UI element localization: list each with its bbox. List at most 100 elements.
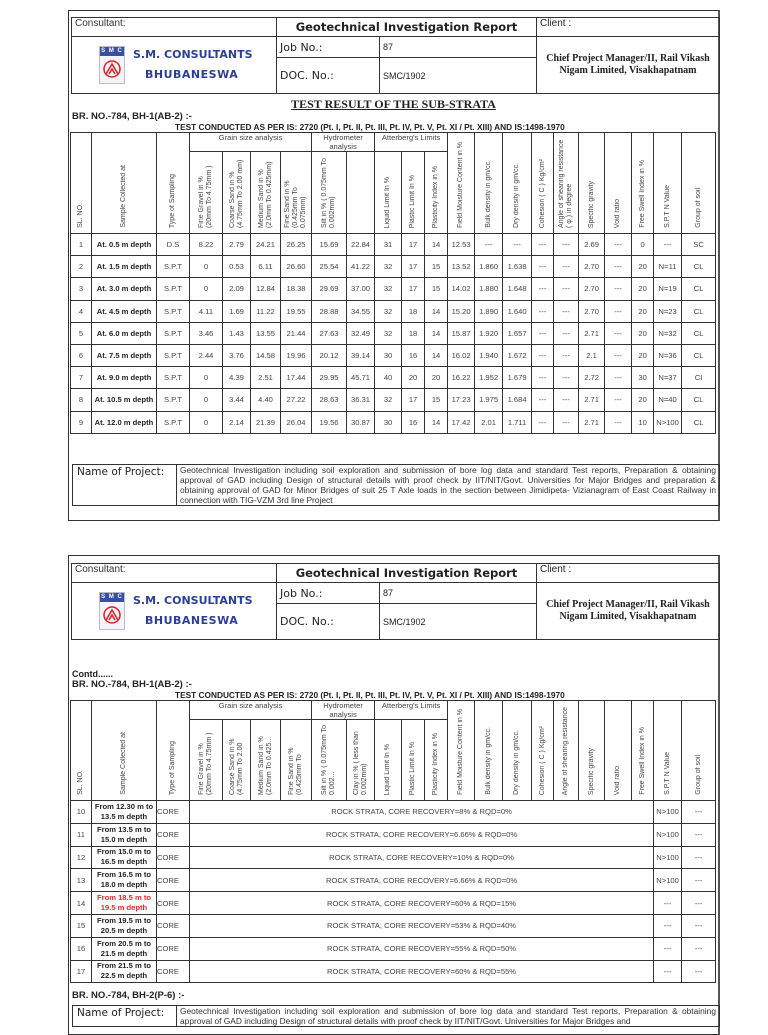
table-cell: At. 4.5 m depth <box>91 299 157 323</box>
client-label: Client : <box>536 563 720 583</box>
table-cell: 36.31 <box>346 388 376 412</box>
table-cell: 34.55 <box>346 299 376 323</box>
table-cell: At. 1.5 m depth <box>91 255 157 279</box>
table-cell: 11.22 <box>250 299 281 323</box>
rock-strata-remark: ROCK STRATA, CORE RECOVERY=60% & RQD=15% <box>188 891 655 915</box>
table-cell: 0 <box>189 388 223 412</box>
sl-no: 14 <box>70 891 92 915</box>
table-cell: N=40 <box>653 388 683 412</box>
report-page-2: Consultant: Geotechnical Investigation R… <box>68 555 720 1035</box>
table-cell: 15.20 <box>447 299 476 323</box>
table-cell: 19.55 <box>279 299 313 323</box>
table-cell: N=19 <box>653 277 683 301</box>
table-cell: --- <box>531 410 555 434</box>
column-header: Plastic Limit In % <box>401 151 426 234</box>
rock-strata-remark: ROCK STRATA, CORE RECOVERY=60% & RQD=55% <box>188 959 655 984</box>
table-cell: 4 <box>70 299 92 323</box>
table-cell: N=37 <box>653 366 683 390</box>
soil-group: --- <box>681 800 717 824</box>
table-cell: 17 <box>401 255 426 279</box>
column-header: Liquid Limit In % <box>374 719 403 801</box>
job-no-label: Job No.: <box>276 582 380 604</box>
table-cell: At. 0.5 m depth <box>91 232 157 257</box>
table-row: 12 From 15.0 m to 16.5 m depth CORE ROCK… <box>70 845 717 870</box>
group-header: Atterberg's Limits <box>374 132 449 152</box>
table-cell: 21.39 <box>250 410 281 434</box>
table-cell: 1.638 <box>502 255 533 279</box>
rock-strata-remark: ROCK STRATA, CORE RECOVERY=6.66% & RQD=0… <box>188 822 655 847</box>
soil-group: --- <box>681 891 717 915</box>
column-header: Cohesion ( C ) Kg/cm² <box>531 132 555 234</box>
table-cell: --- <box>553 366 580 390</box>
table-cell: 18.38 <box>279 277 313 301</box>
soil-group: --- <box>681 868 717 893</box>
table-cell: D.S <box>156 232 190 257</box>
table-cell: --- <box>531 321 555 345</box>
table-cell: 19.96 <box>279 343 313 368</box>
group-header: Atterberg's Limits <box>374 700 449 720</box>
table-row: 2 At. 1.5 m depth S.P.T 0 0.53 6.11 26.60 25.54… <box>70 255 717 279</box>
column-header: Void ratio <box>604 132 633 234</box>
table-cell: 1.920 <box>474 321 504 345</box>
table-cell: --- <box>553 410 580 434</box>
table-cell: 20.12 <box>311 343 348 368</box>
table-row: 4 At. 4.5 m depth S.P.T 4.11 1.69 11.22 19.55 2… <box>70 299 717 323</box>
table-cell: 10 <box>631 410 655 434</box>
table-cell: S.P.T <box>156 343 190 368</box>
table-cell: 25.54 <box>311 255 348 279</box>
borehole-label: BR. NO.-784, BH-1(AB-2) :- <box>72 679 192 690</box>
table-cell: 3 <box>70 277 92 301</box>
client-name: Chief Project Manager/II, Rail Vikash Ni… <box>536 582 720 640</box>
table-row: 5 At. 6.0 m depth S.P.T 3.46 1.43 13.55 21.44 2… <box>70 321 717 345</box>
table-cell: 14 <box>424 232 449 257</box>
table-row: 11 From 13.5 m to 15.0 m depth CORE ROCK… <box>70 822 717 847</box>
sl-no: 17 <box>70 959 92 984</box>
table-cell: --- <box>531 255 555 279</box>
table-cell: 1.672 <box>502 343 533 368</box>
continued-label: Contd...... <box>72 669 113 679</box>
table-row: 15 From 19.5 m to 20.5 m depth CORE ROCK… <box>70 913 717 938</box>
column-header: Sample Collected at <box>91 700 157 801</box>
table-cell: 31 <box>374 232 403 257</box>
table-cell: 17 <box>401 277 426 301</box>
table-cell: 15 <box>424 277 449 301</box>
table-cell: 37.00 <box>346 277 376 301</box>
table-cell: 14 <box>424 343 449 368</box>
table-cell: 32 <box>374 255 403 279</box>
company-logo-icon: S M C <box>99 592 125 630</box>
table-cell: 20 <box>631 255 655 279</box>
doc-no-value: SMC/1902 <box>379 603 537 640</box>
table-cell: 1 <box>70 232 92 257</box>
company-logo-icon: S M C <box>99 46 125 84</box>
table-row: 17 From 21.5 m to 22.5 m depth CORE ROCK… <box>70 959 717 984</box>
table-cell: 28.88 <box>311 299 348 323</box>
soil-group: --- <box>681 936 717 961</box>
table-cell: 20 <box>401 366 426 390</box>
table-cell: 15 <box>424 388 449 412</box>
table-cell: 5 <box>70 321 92 345</box>
table-cell: S.P.T <box>156 277 190 301</box>
client-label: Client : <box>536 17 720 37</box>
rock-strata-remark: ROCK STRATA, CORE RECOVERY=53% & RQD=40% <box>188 913 655 938</box>
sl-no: 10 <box>70 800 92 824</box>
table-cell: 26.60 <box>279 255 313 279</box>
rock-strata-remark: ROCK STRATA, CORE RECOVERY=8% & RQD=0% <box>188 800 655 824</box>
table-cell: N=23 <box>653 299 683 323</box>
column-header: Silt in % ( 0.075mm To 0.002mm) <box>311 151 348 234</box>
sampling-type: CORE <box>156 822 190 847</box>
table-cell: 2.1 <box>578 343 606 368</box>
table-cell: 0 <box>189 366 223 390</box>
sample-depth: From 12.30 m to 13.5 m depth <box>91 800 157 824</box>
table-cell: 6 <box>70 343 92 368</box>
group-header: Grain size analysis <box>188 132 313 152</box>
table-cell: 1.657 <box>502 321 533 345</box>
table-cell: N=11 <box>653 255 683 279</box>
company-logo-cell: S M C S.M. CONSULTANTS BHUBANESWA <box>71 36 277 94</box>
table-cell: --- <box>553 277 580 301</box>
project-description: Geotechnical Investigation including soi… <box>180 1006 716 1026</box>
table-cell: CL <box>681 299 717 323</box>
column-header: Liquid Limit In % <box>374 151 403 234</box>
table-cell: 1.43 <box>222 321 251 345</box>
table-cell: --- <box>604 277 633 301</box>
table-cell: 30.87 <box>346 410 376 434</box>
